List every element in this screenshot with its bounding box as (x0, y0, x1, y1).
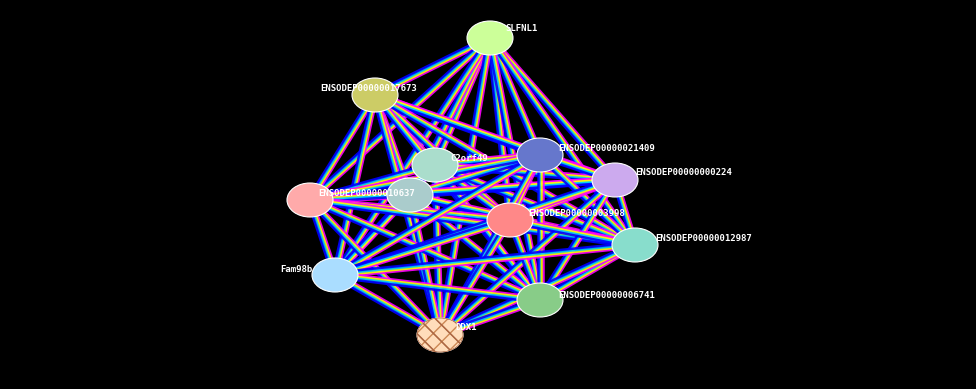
Ellipse shape (487, 203, 533, 237)
Ellipse shape (412, 148, 458, 182)
Text: ENSODEP00000000224: ENSODEP00000000224 (635, 168, 732, 177)
Text: ENSODEP00000021409: ENSODEP00000021409 (558, 144, 655, 152)
Ellipse shape (287, 183, 333, 217)
Ellipse shape (352, 78, 398, 112)
Text: ENSODEP00000010637: ENSODEP00000010637 (318, 189, 415, 198)
Ellipse shape (417, 318, 463, 352)
Ellipse shape (612, 228, 658, 262)
Text: Fam98b: Fam98b (280, 266, 312, 275)
Ellipse shape (312, 258, 358, 292)
Text: ENSODEP00000006741: ENSODEP00000006741 (558, 291, 655, 300)
Text: C2orf49: C2orf49 (450, 154, 488, 163)
Text: ENSODEP00000017673: ENSODEP00000017673 (320, 84, 417, 93)
Ellipse shape (467, 21, 513, 55)
Ellipse shape (592, 163, 638, 197)
Text: ENSODEP00000012987: ENSODEP00000012987 (655, 233, 752, 242)
Text: SLFNL1: SLFNL1 (505, 23, 537, 33)
Ellipse shape (517, 138, 563, 172)
Text: ENSODEP00000003998: ENSODEP00000003998 (528, 209, 625, 217)
Ellipse shape (387, 178, 433, 212)
Ellipse shape (517, 283, 563, 317)
Text: DDX1: DDX1 (455, 324, 476, 333)
